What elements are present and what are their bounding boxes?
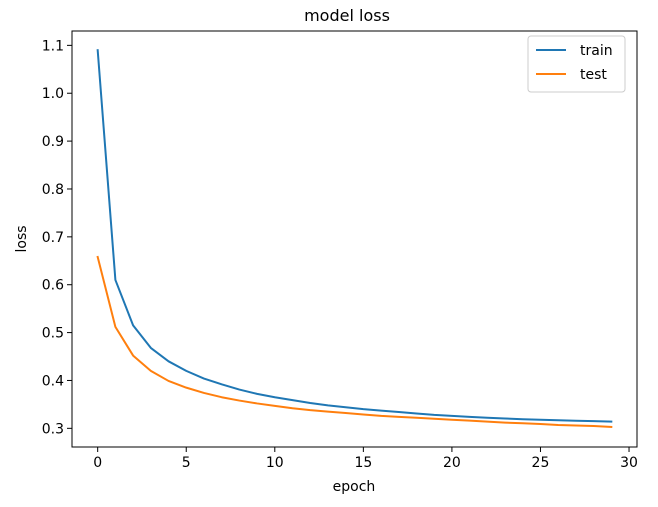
- y-tick-label: 0.4: [42, 373, 64, 389]
- x-tick-label: 20: [443, 455, 461, 471]
- legend-label-train: train: [580, 43, 613, 59]
- legend-label-test: test: [580, 67, 607, 83]
- x-tick-label: 15: [354, 455, 372, 471]
- y-tick-label: 0.7: [42, 230, 64, 246]
- x-tick-label: 10: [266, 455, 284, 471]
- y-tick-label: 1.0: [42, 86, 64, 102]
- y-tick-label: 0.6: [42, 278, 64, 294]
- plot-frame: [71, 30, 638, 448]
- y-tick-label: 0.8: [42, 182, 64, 198]
- series-line-train: [96, 49, 613, 423]
- y-tick-label: 0.9: [42, 134, 64, 150]
- x-axis-label: epoch: [333, 479, 376, 495]
- y-tick-label: 1.1: [42, 38, 64, 54]
- legend: train test: [527, 35, 626, 93]
- x-tick-label: 0: [93, 455, 102, 471]
- x-tick-label: 25: [532, 455, 550, 471]
- y-tick-label: 0.5: [42, 326, 64, 342]
- x-tick-label: 5: [182, 455, 191, 471]
- series-line-test: [96, 255, 613, 428]
- y-tick-label: 0.3: [42, 421, 64, 437]
- y-axis-label: loss: [14, 225, 30, 252]
- chart-title: model loss: [304, 6, 390, 25]
- x-tick-label: 30: [620, 455, 638, 471]
